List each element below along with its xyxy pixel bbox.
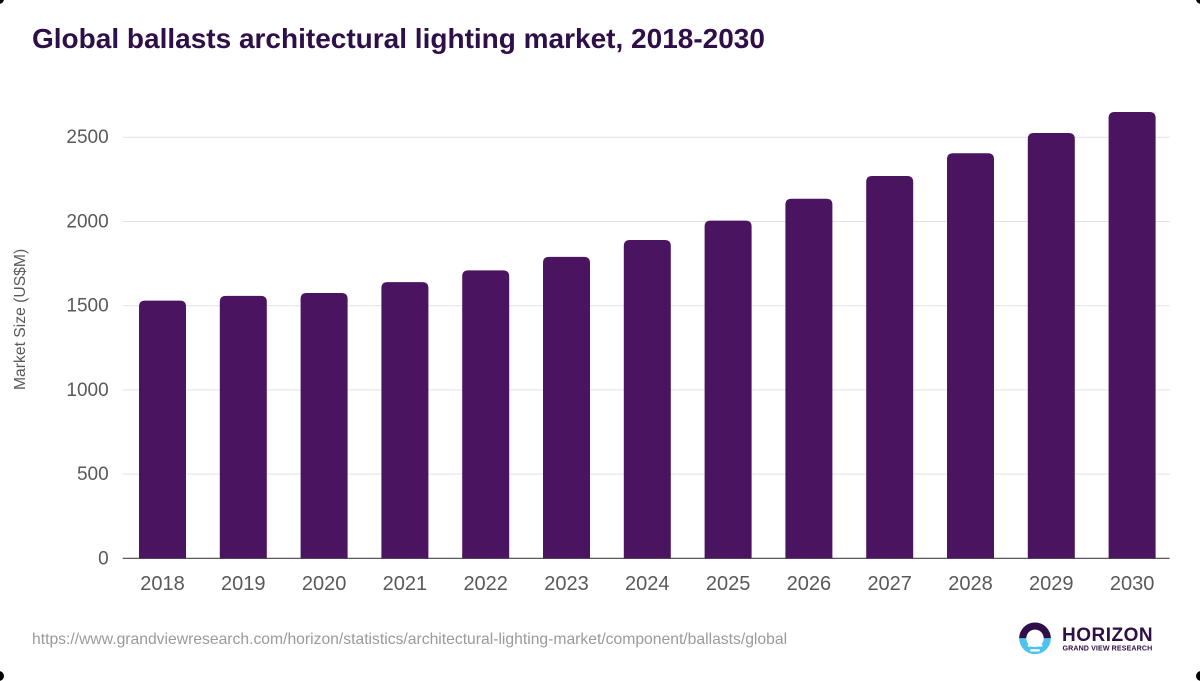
svg-text:HORIZON: HORIZON bbox=[1062, 625, 1153, 646]
svg-text:GRAND VIEW RESEARCH: GRAND VIEW RESEARCH bbox=[1063, 645, 1153, 653]
